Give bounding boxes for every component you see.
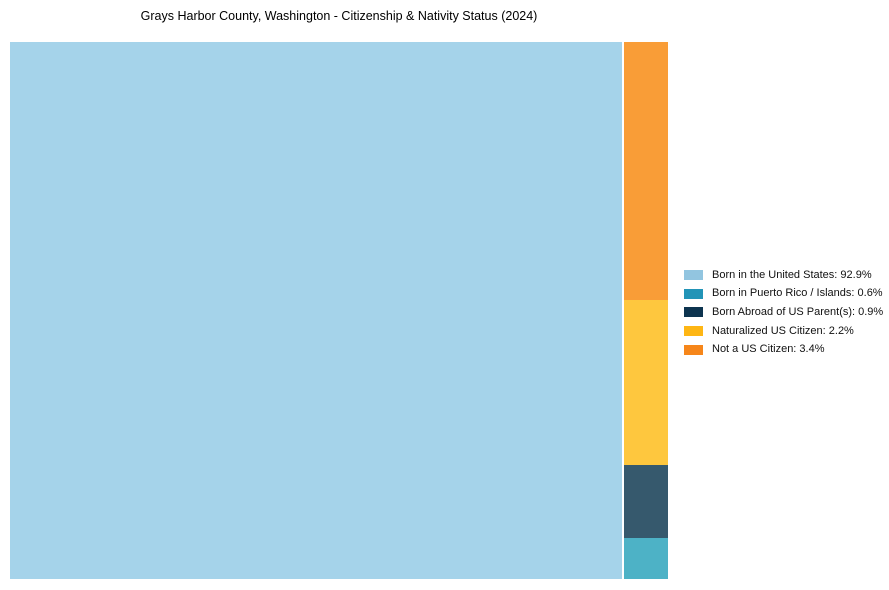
legend-label: Born Abroad of US Parent(s): 0.9%: [712, 305, 884, 318]
treemap-tile-not-a-us-citizen[interactable]: [624, 42, 668, 300]
legend-label: Born in Puerto Rico / Islands: 0.6%: [712, 287, 883, 300]
legend-swatch-naturalized-us-citizen: [684, 326, 703, 337]
legend-item-not-a-us-citizen[interactable]: Not a US Citizen: 3.4%: [684, 340, 883, 359]
legend-item-born-in-united-states[interactable]: Born in the United States: 92.9%: [684, 266, 883, 285]
treemap-tile-born-in-united-states[interactable]: [10, 42, 622, 579]
page-title: Grays Harbor County, Washington - Citize…: [140, 9, 538, 23]
legend-swatch-born-abroad-of-us-parents: [684, 307, 703, 318]
legend-item-born-in-puerto-rico-islands[interactable]: Born in Puerto Rico / Islands: 0.6%: [684, 285, 883, 304]
legend-label: Naturalized US Citizen: 2.2%: [712, 324, 854, 337]
treemap-tile-born-abroad-of-us-parents[interactable]: [624, 465, 668, 538]
legend-swatch-born-in-united-states: [684, 270, 703, 281]
legend-swatch-born-in-puerto-rico-islands: [684, 288, 703, 299]
legend-label: Not a US Citizen: 3.4%: [712, 343, 825, 356]
treemap-tile-naturalized-us-citizen[interactable]: [624, 300, 668, 465]
legend-item-naturalized-us-citizen[interactable]: Naturalized US Citizen: 2.2%: [684, 322, 883, 341]
legend-label: Born in the United States: 92.9%: [712, 268, 872, 281]
treemap-chart: [10, 42, 668, 579]
treemap-tile-born-in-puerto-rico-islands[interactable]: [624, 538, 668, 579]
legend-swatch-not-a-us-citizen: [684, 344, 703, 355]
legend-item-born-abroad-of-us-parents[interactable]: Born Abroad of US Parent(s): 0.9%: [684, 303, 883, 322]
chart-legend: Born in the United States: 92.9% Born in…: [684, 266, 883, 359]
